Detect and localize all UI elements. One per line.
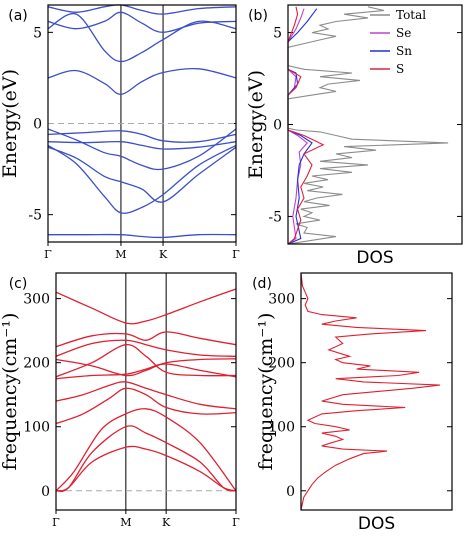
band-line	[47, 11, 237, 33]
x-tick-label: M	[115, 248, 126, 261]
y-axis-label: Energy(eV)	[245, 70, 267, 179]
band-line	[47, 128, 237, 171]
panel-label: (c)	[9, 276, 28, 292]
panel-label: (b)	[248, 8, 268, 24]
y-tick-label: 100	[268, 420, 295, 436]
chart-panel-2: (b) -5 0 5 Energy(eV) DOS Total Se Sn S	[245, 4, 463, 268]
legend-entry: S	[396, 62, 404, 76]
x-tick-label: K	[159, 248, 168, 261]
band-line	[55, 387, 237, 425]
x-tick-label: Γ	[232, 516, 240, 529]
plot-frame	[55, 272, 237, 511]
plot-frame	[300, 272, 453, 511]
plot-frame	[47, 4, 237, 243]
y-tick-label: 100	[23, 420, 50, 436]
band-line	[47, 146, 237, 203]
y-tick-label: 200	[268, 356, 295, 372]
x-tick-label: Γ	[232, 248, 240, 261]
band-line	[47, 130, 237, 143]
y-tick-label: 0	[286, 484, 295, 500]
y-tick-label: 0	[33, 117, 42, 133]
band-line	[55, 445, 237, 492]
band-line	[47, 67, 237, 95]
y-tick-label: 300	[268, 292, 295, 308]
band-line	[55, 358, 237, 377]
band-line	[47, 12, 237, 63]
chart-panel-1: (a) -5 0 5 Energy(eV) Γ M K Γ	[0, 4, 240, 261]
dos-line	[300, 272, 440, 511]
y-tick-label: -5	[28, 208, 42, 224]
band-line	[55, 381, 237, 410]
x-tick-label: Γ	[44, 248, 52, 261]
legend-entry: Total	[396, 8, 426, 22]
band-line	[47, 144, 237, 214]
y-tick-label: 5	[33, 25, 42, 41]
plot-frame	[287, 4, 463, 245]
band-line	[47, 4, 237, 15]
legend-entry: Sn	[396, 44, 412, 58]
panel-label: (a)	[8, 8, 28, 24]
y-axis-label: frequency(cm⁻¹)	[255, 313, 277, 471]
band-line	[55, 288, 237, 325]
x-axis-label: DOS	[358, 514, 395, 534]
y-tick-label: 0	[41, 484, 50, 500]
panel-label: (d)	[252, 276, 272, 292]
dos-line	[287, 6, 449, 245]
y-tick-label: 5	[273, 26, 282, 42]
y-tick-label: 300	[23, 292, 50, 308]
band-line	[47, 140, 237, 150]
band-line	[55, 331, 237, 348]
x-tick-label: Γ	[52, 516, 60, 529]
band-line	[55, 344, 237, 378]
band-line	[55, 363, 237, 380]
band-line	[48, 233, 237, 239]
y-tick-label: -5	[268, 209, 282, 225]
x-tick-label: M	[120, 516, 131, 529]
legend-entry: Se	[396, 26, 411, 40]
y-axis-label: frequency(cm⁻¹)	[0, 313, 21, 471]
band-line	[55, 425, 237, 493]
y-axis-label: Energy(eV)	[0, 69, 21, 178]
band-line	[55, 408, 237, 492]
x-tick-label: K	[162, 516, 171, 529]
y-tick-label: 200	[23, 356, 50, 372]
chart-panel-4: (d) 0 100 200 300 frequency(cm⁻¹) DOS	[252, 272, 453, 534]
x-axis-label: DOS	[356, 248, 393, 268]
band-line	[55, 339, 237, 357]
y-tick-label: 0	[273, 118, 282, 134]
